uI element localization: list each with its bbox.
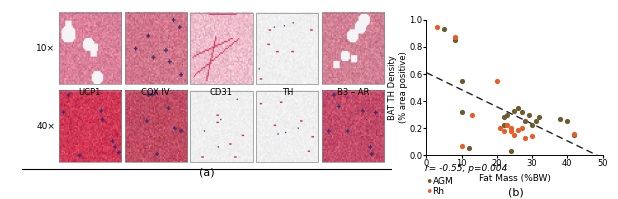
Point (527, 135, 537, 138)
Bar (190, 13, 253, 84)
Point (531, 120, 541, 123)
Text: 40×: 40× (36, 122, 55, 131)
Point (450, 36, 460, 39)
Text: 10×: 10× (36, 44, 55, 53)
Point (457, 110, 467, 113)
Point (457, 79, 467, 82)
Point (513, 128, 523, 131)
Point (502, 124, 512, 127)
Bar (59, 91, 121, 162)
Point (517, 127, 527, 130)
Text: UCP1: UCP1 (78, 88, 101, 97)
Point (556, 117, 565, 120)
Point (509, 109, 519, 112)
Point (569, 133, 579, 137)
Point (534, 116, 544, 119)
Text: AGM: AGM (433, 177, 454, 186)
Text: (b): (b) (508, 187, 524, 197)
Point (569, 132, 579, 135)
Point (527, 124, 537, 127)
Point (499, 124, 509, 127)
Text: •: • (425, 186, 433, 199)
Point (509, 133, 519, 137)
Bar (322, 91, 384, 162)
Text: CD31: CD31 (210, 88, 233, 97)
Point (520, 120, 530, 123)
Point (499, 129, 509, 133)
Point (450, 39, 460, 42)
Bar (59, 13, 121, 84)
Point (517, 110, 527, 113)
Point (467, 113, 477, 116)
Point (562, 120, 572, 123)
Bar (322, 13, 384, 84)
Text: B3 – AR: B3 – AR (337, 88, 370, 97)
Point (506, 129, 516, 133)
Y-axis label: BAT TH Density
(% area positive): BAT TH Density (% area positive) (388, 52, 408, 123)
Text: Rh: Rh (433, 187, 444, 196)
Point (492, 79, 502, 82)
Point (439, 28, 449, 31)
Point (499, 116, 509, 119)
Point (506, 127, 516, 130)
Point (457, 144, 467, 147)
Point (496, 127, 506, 130)
Bar (256, 13, 318, 84)
X-axis label: Fat Mass (%BW): Fat Mass (%BW) (478, 174, 551, 183)
Point (464, 147, 473, 150)
Point (432, 25, 442, 28)
Text: (a): (a) (199, 167, 215, 177)
Bar (256, 91, 318, 162)
Text: TH: TH (282, 88, 293, 97)
Text: •: • (425, 176, 433, 189)
Point (523, 113, 533, 116)
Point (502, 113, 512, 116)
Point (520, 136, 530, 139)
Bar (125, 91, 187, 162)
Text: COX IV: COX IV (142, 88, 170, 97)
Bar (190, 91, 253, 162)
Text: r= -0.55, p=0.004: r= -0.55, p=0.004 (425, 164, 507, 173)
Point (506, 150, 516, 153)
Point (513, 106, 523, 109)
Bar (125, 13, 187, 84)
